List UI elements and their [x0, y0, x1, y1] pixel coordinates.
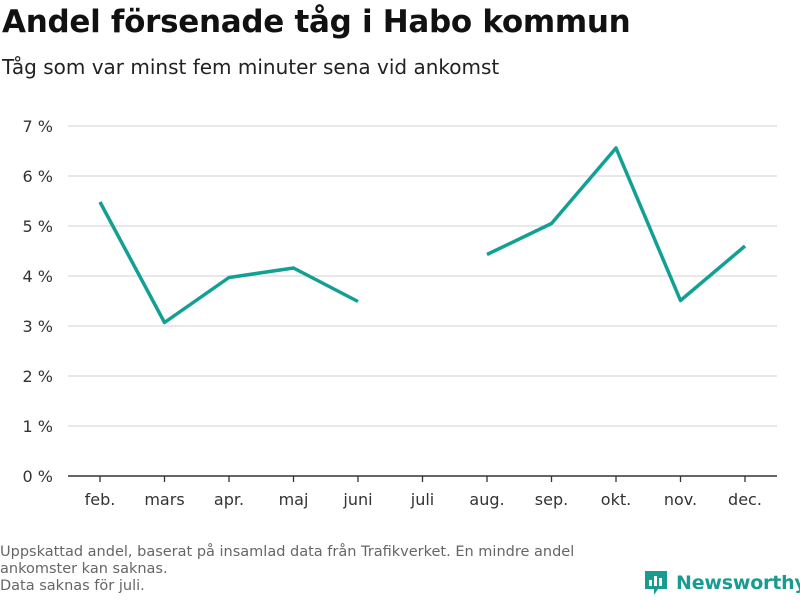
line-chart: 0 % 1 % 2 % 3 % 4 % 5 % 6 % 7 % feb. mars apr. maj…: [23, 117, 777, 509]
series-lines: [98, 146, 747, 325]
x-tick-label: aug.: [469, 490, 504, 509]
y-tick-label: 0 %: [23, 467, 53, 486]
series-line: [98, 201, 359, 325]
gridlines: [68, 125, 777, 427]
x-tick-label: juni: [342, 490, 372, 509]
y-tick-label: 3 %: [23, 317, 53, 336]
x-tick-label: juli: [410, 490, 434, 509]
y-tick-label: 5 %: [23, 217, 53, 236]
newsworthy-logo: Newsworthy: [643, 569, 800, 597]
y-tick-label: 4 %: [23, 267, 53, 286]
y-tick-label: 2 %: [23, 367, 53, 386]
x-tick-label: sep.: [535, 490, 568, 509]
y-axis-tick-labels: 0 % 1 % 2 % 3 % 4 % 5 % 6 % 7 %: [23, 117, 53, 486]
y-tick-label: 7 %: [23, 117, 53, 136]
y-tick-label: 1 %: [23, 417, 53, 436]
x-tick-label: maj: [279, 490, 309, 509]
x-tick-label: dec.: [728, 490, 762, 509]
chart-title: Andel försenade tåg i Habo kommun: [2, 4, 631, 40]
series-line: [486, 146, 747, 303]
footer-note-line: ankomster kan saknas.: [0, 561, 168, 577]
y-tick-label: 6 %: [23, 167, 53, 186]
footer-note: Uppskattad andel, baserat på insamlad da…: [0, 544, 640, 595]
chart-subtitle: Tåg som var minst fem minuter sena vid a…: [2, 55, 500, 79]
x-tick-label: okt.: [601, 490, 631, 509]
bar-chart-icon: [645, 571, 667, 595]
footer-note-line: Uppskattad andel, baserat på insamlad da…: [0, 544, 575, 560]
x-axis: [68, 475, 777, 482]
x-axis-tick-labels: feb. mars apr. maj juni juli aug. sep. okt. nov. d…: [85, 490, 762, 509]
x-tick-label: mars: [144, 490, 184, 509]
x-tick-label: nov.: [664, 490, 697, 509]
x-tick-label: apr.: [214, 490, 244, 509]
x-tick-label: feb.: [85, 490, 116, 509]
footer-note-line: Data saknas för juli.: [0, 578, 145, 594]
logo-text: Newsworthy: [676, 572, 800, 594]
